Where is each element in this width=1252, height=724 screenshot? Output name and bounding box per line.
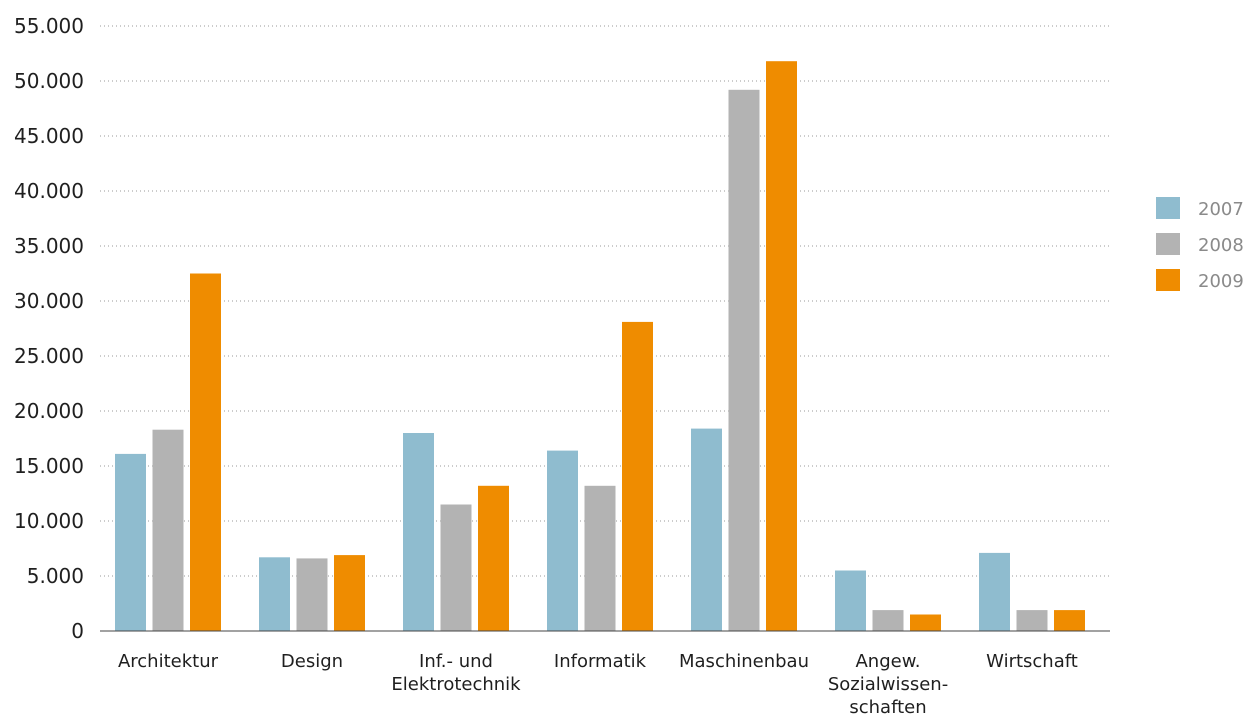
legend[interactable]: 2007 2008 2009 [1156,197,1244,292]
y-tick-label: 10.000 [14,509,84,533]
bar-group [979,552,1085,631]
x-category-label: Inf.- und Elektrotechnik [391,651,521,695]
bars [115,61,1085,632]
legend-label: 2008 [1198,235,1244,256]
x-category-label-line: Angew. [855,651,920,672]
y-tick-label: 15.000 [14,454,84,478]
bar-2008 [296,558,328,631]
x-category-label: Maschinenbau [679,651,809,672]
y-tick-label: 5.000 [27,564,84,588]
x-category-label-line: Informatik [554,651,647,672]
y-tick-label: 55.000 [14,14,84,38]
bar-2007 [979,552,1010,631]
bar-2007 [259,557,290,631]
x-category-label: Angew. Sozialwissen-schaften [828,651,948,718]
bar-2008 [584,485,616,631]
legend-swatch [1156,233,1180,255]
bar-2007 [115,453,146,631]
bar-2008 [152,429,184,631]
legend-label: 2009 [1198,271,1244,292]
bar-2009 [1054,610,1085,631]
bar-group [691,61,797,632]
bar-2008 [440,504,472,631]
legend-item-2009[interactable]: 2009 [1156,269,1244,292]
x-category-label-line: Maschinenbau [679,651,809,672]
legend-item-2008[interactable]: 2008 [1156,233,1244,256]
bar-2007 [835,570,866,631]
bar-2009 [766,61,797,631]
y-axis-ticks: 0 5.000 10.000 15.000 20.000 25.000 30.000 35.0… [14,14,84,643]
bar-group [259,555,365,631]
x-category-label-line: Design [281,651,343,672]
bar-2007 [547,450,578,631]
x-category-label: Informatik [554,651,647,672]
legend-item-2007[interactable]: 2007 [1156,197,1244,220]
bar-2009 [334,555,365,631]
x-axis-labels: Architektur Design Inf.- und Elektrotechnik… [118,651,1078,718]
bar-group [547,321,653,631]
legend-swatch [1156,197,1180,219]
x-category-label: Design [281,651,343,672]
y-tick-label: 25.000 [14,344,84,368]
x-category-label: Wirtschaft [986,651,1078,672]
legend-swatch [1156,269,1180,291]
x-category-label: Architektur [118,651,219,672]
y-tick-label: 50.000 [14,69,84,93]
x-category-label-line: Elektrotechnik [391,674,521,695]
y-tick-label: 35.000 [14,234,84,258]
bar-2007 [403,433,434,631]
bar-2008 [728,89,760,632]
bar-group [115,273,221,631]
x-category-label-line: Sozialwissen- [828,674,948,695]
bar-2009 [622,321,653,631]
x-category-label-line: schaften [849,697,926,718]
bar-group [403,433,509,631]
bar-2009 [478,485,509,631]
bar-2008 [1016,610,1048,631]
y-tick-label: 45.000 [14,124,84,148]
x-category-label-line: Inf.- und [419,651,493,672]
bar-2007 [691,428,722,631]
bar-2008 [872,610,904,631]
bar-2009 [910,614,941,631]
x-category-label-line: Architektur [118,651,219,672]
bar-2009 [190,273,221,631]
y-tick-label: 40.000 [14,179,84,203]
x-category-label-line: Wirtschaft [986,651,1078,672]
bar-group [835,570,941,631]
y-tick-label: 20.000 [14,399,84,423]
y-tick-label: 0 [71,619,84,643]
y-tick-label: 30.000 [14,289,84,313]
legend-label: 2007 [1198,199,1244,220]
